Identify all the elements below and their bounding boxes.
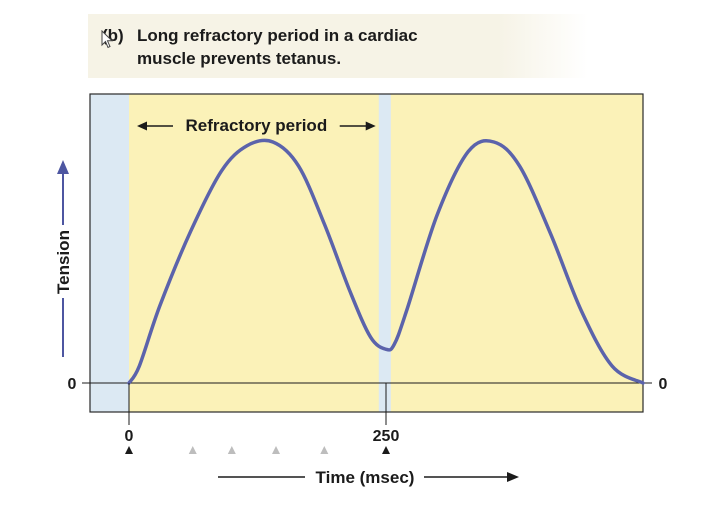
x-tick-labels: 0 250 bbox=[125, 383, 400, 445]
x-tick-label: 250 bbox=[373, 428, 400, 445]
x-axis-arrow bbox=[218, 472, 519, 482]
refractory-band-mid bbox=[378, 94, 391, 412]
plot-border bbox=[89, 93, 644, 413]
refractory-band-left bbox=[90, 94, 129, 412]
stimulus-markers bbox=[125, 446, 390, 454]
caption-line-2: muscle prevents tetanus. bbox=[137, 49, 342, 68]
faded-stimulus-marker bbox=[188, 446, 197, 454]
y-axis-label: Tension bbox=[54, 230, 73, 294]
tension-curve bbox=[127, 138, 645, 385]
y-zero-label-right: 0 bbox=[659, 376, 668, 393]
faded-stimulus-marker bbox=[272, 446, 281, 454]
caption-line-1: Long refractory period in a cardiac bbox=[137, 26, 418, 45]
refractory-period-label: Refractory period bbox=[186, 116, 328, 135]
x-tick-label: 0 bbox=[125, 428, 134, 445]
stimulus-marker bbox=[382, 446, 390, 454]
mouse-cursor-icon bbox=[101, 30, 114, 49]
y-zero-label-left: 0 bbox=[68, 376, 77, 393]
y-axis-arrow bbox=[57, 160, 69, 357]
x-axis-label: Time (msec) bbox=[316, 468, 415, 487]
stimulus-marker bbox=[125, 446, 133, 454]
figure-caption: (b) Long refractory period in a cardiac … bbox=[88, 14, 588, 78]
refractory-period-arrows bbox=[137, 121, 376, 131]
faded-stimulus-marker bbox=[320, 446, 329, 454]
faded-stimulus-marker bbox=[227, 446, 236, 454]
